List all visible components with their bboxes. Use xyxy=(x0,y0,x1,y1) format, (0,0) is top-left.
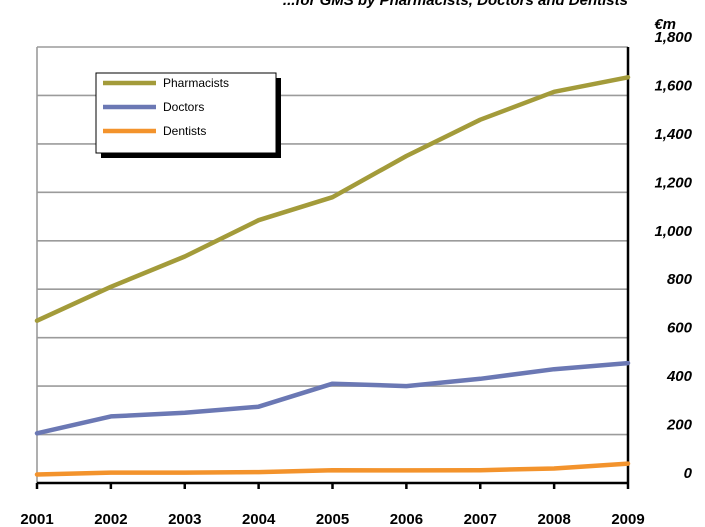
x-tick-label: 2003 xyxy=(168,511,201,527)
legend-label: Dentists xyxy=(163,124,206,138)
y-tick-label: 600 xyxy=(667,320,693,337)
y-tick-label: 0 xyxy=(684,465,693,482)
x-tick-label: 2009 xyxy=(611,511,644,527)
series-lines xyxy=(34,75,631,477)
y-tick-label: 800 xyxy=(667,271,693,288)
legend: Pharmacists Doctors Dentists xyxy=(95,72,281,158)
series-line-doctors xyxy=(34,360,631,436)
x-axis-tick-labels: 2001 2002 2003 2004 2005 2006 2007 2008 2009 xyxy=(20,511,644,527)
plot-frame xyxy=(35,47,630,489)
x-tick-label: 2001 xyxy=(20,511,53,527)
y-tick-label: 400 xyxy=(666,368,693,385)
series-line-dentists xyxy=(34,461,631,477)
y-tick-label: 1,400 xyxy=(654,126,692,143)
y-tick-label: 200 xyxy=(666,417,693,434)
x-tick-label: 2005 xyxy=(316,511,349,527)
legend-label: Doctors xyxy=(163,100,204,114)
y-tick-label: 1,800 xyxy=(654,29,692,46)
y-tick-label: 1,000 xyxy=(654,223,692,240)
x-tick-label: 2007 xyxy=(464,511,497,527)
series-line-pharmacists xyxy=(34,75,631,323)
y-axis-unit-label: €m xyxy=(654,16,676,33)
gridlines xyxy=(37,46,628,436)
x-tick-label: 2008 xyxy=(537,511,570,527)
legend-label: Pharmacists xyxy=(163,76,229,90)
y-tick-label: 1,600 xyxy=(654,77,692,94)
x-tick-label: 2004 xyxy=(242,511,276,527)
y-tick-label: 1,200 xyxy=(654,174,692,191)
x-tick-label: 2002 xyxy=(94,511,127,527)
legend-box xyxy=(95,72,277,154)
chart-title: ...for GMS by Pharmacists, Doctors and D… xyxy=(283,0,628,9)
x-tick-label: 2006 xyxy=(390,511,423,527)
y-axis-tick-labels: 0 200 400 600 800 1,000 1,200 1,400 1,600 1,800 xyxy=(654,29,692,482)
